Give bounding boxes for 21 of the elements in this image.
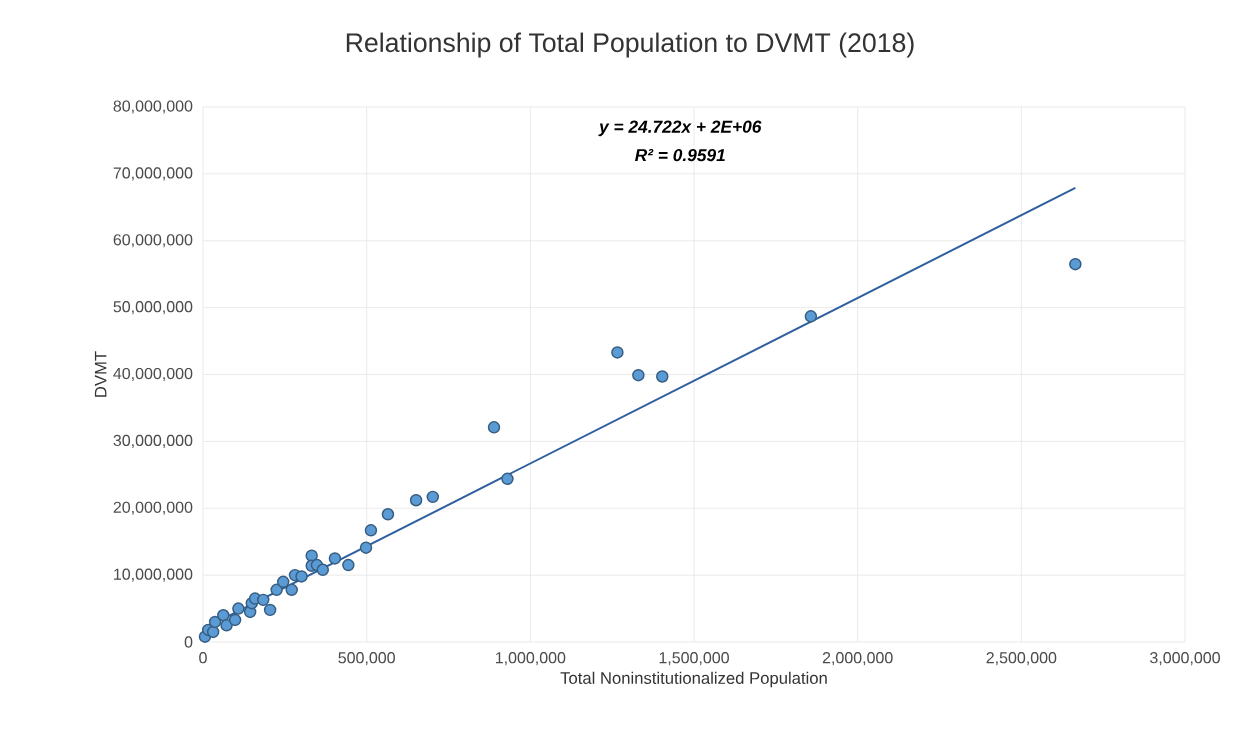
annotation: y = 24.722x + 2E+06 xyxy=(598,120,762,137)
x-tick-label: 2,500,000 xyxy=(986,652,1057,666)
annotation: R² = 0.9591 xyxy=(635,149,725,162)
chart-title: Relationship of Total Population to DVMT (2018) xyxy=(346,32,914,58)
x-axis-title: Total Noninstitutionalized Population xyxy=(560,671,827,688)
y-tick-label: 10,000,000 xyxy=(114,568,193,582)
y-tick-label: 60,000,000 xyxy=(113,234,193,248)
y-tick-label: 40,000,000 xyxy=(113,367,193,382)
y-tick-label: 30,000,000 xyxy=(113,434,193,448)
y-tick-label: 50,000,000 xyxy=(113,301,193,315)
y-tick-label: 0 xyxy=(184,636,193,648)
y-tick-label: 80,000,000 xyxy=(113,100,193,114)
x-tick-label: 0 xyxy=(199,652,207,664)
y-tick-label: 70,000,000 xyxy=(113,167,193,181)
x-tick-label: 1,000,000 xyxy=(495,652,566,666)
y-axis-title: DVMT xyxy=(94,351,107,397)
x-tick-label: 2,000,000 xyxy=(822,652,893,666)
x-tick-label: 3,000,000 xyxy=(1150,652,1220,666)
y-tick-label: 20,000,000 xyxy=(113,501,193,515)
x-tick-label: 1,500,000 xyxy=(659,652,729,666)
x-tick-label: 500,000 xyxy=(338,652,395,666)
